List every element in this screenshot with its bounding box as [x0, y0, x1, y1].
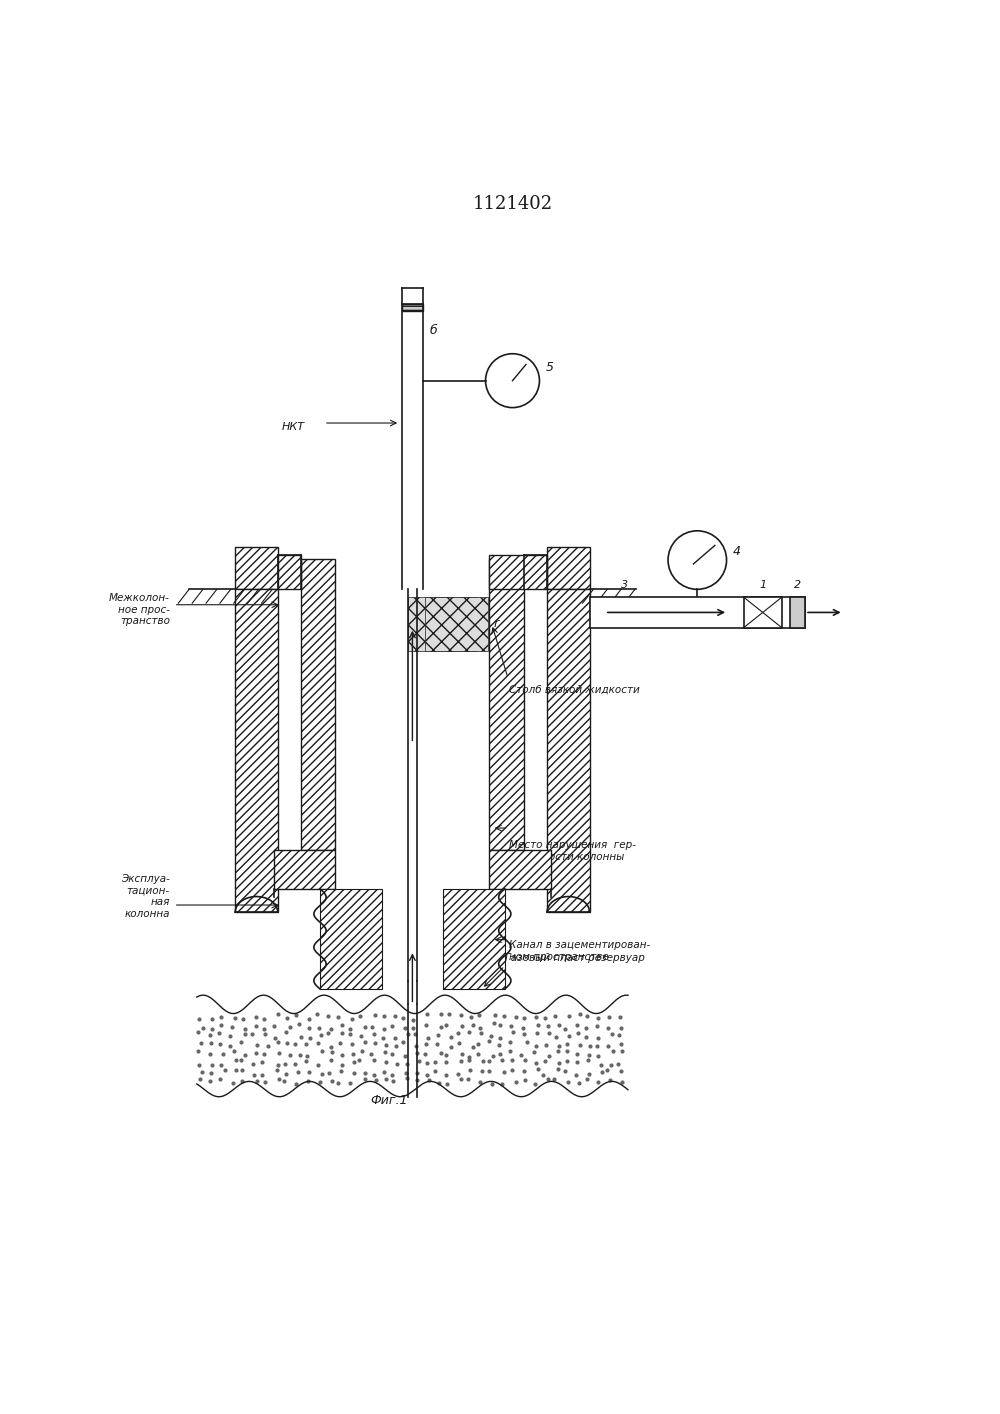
Bar: [547, 590, 590, 912]
Bar: [274, 850, 335, 889]
Text: Канал в зацементирован-
ном пространстве: Канал в зацементирован- ном пространстве: [509, 940, 650, 962]
Bar: [489, 559, 524, 850]
Bar: [320, 889, 382, 988]
Text: Эксплуа-
тацион-
ная
колонна: Эксплуа- тацион- ная колонна: [121, 874, 170, 919]
Bar: [547, 547, 590, 590]
Bar: [443, 889, 505, 988]
Text: 1121402: 1121402: [472, 195, 553, 212]
Text: Межколон-
ное прос-
транство: Межколон- ное прос- транство: [109, 594, 170, 626]
Bar: [408, 597, 477, 650]
Bar: [744, 597, 782, 628]
Bar: [489, 850, 551, 889]
Bar: [590, 597, 805, 628]
Text: Фиг.1: Фиг.1: [371, 1094, 408, 1107]
Text: НКТ: НКТ: [282, 421, 305, 431]
Bar: [301, 559, 335, 850]
Bar: [235, 590, 278, 912]
Bar: [489, 554, 547, 590]
Text: r: r: [493, 618, 498, 631]
Text: Место нарушения  гер-
метичности колонны: Место нарушения гер- метичности колонны: [509, 840, 636, 863]
Text: 5: 5: [546, 361, 554, 373]
Text: б: б: [429, 324, 437, 337]
Text: 2: 2: [794, 580, 801, 590]
Bar: [235, 547, 278, 590]
Bar: [425, 597, 488, 650]
Bar: [278, 554, 301, 590]
Text: 1: 1: [759, 580, 766, 590]
Text: 4: 4: [733, 544, 741, 557]
Text: Газовый пласт резервуар: Газовый пласт резервуар: [505, 953, 645, 963]
Text: 3: 3: [621, 580, 628, 590]
Bar: [402, 304, 423, 311]
Bar: [790, 597, 805, 628]
Text: Столб вязкой жидкости: Столб вязкой жидкости: [509, 684, 639, 694]
